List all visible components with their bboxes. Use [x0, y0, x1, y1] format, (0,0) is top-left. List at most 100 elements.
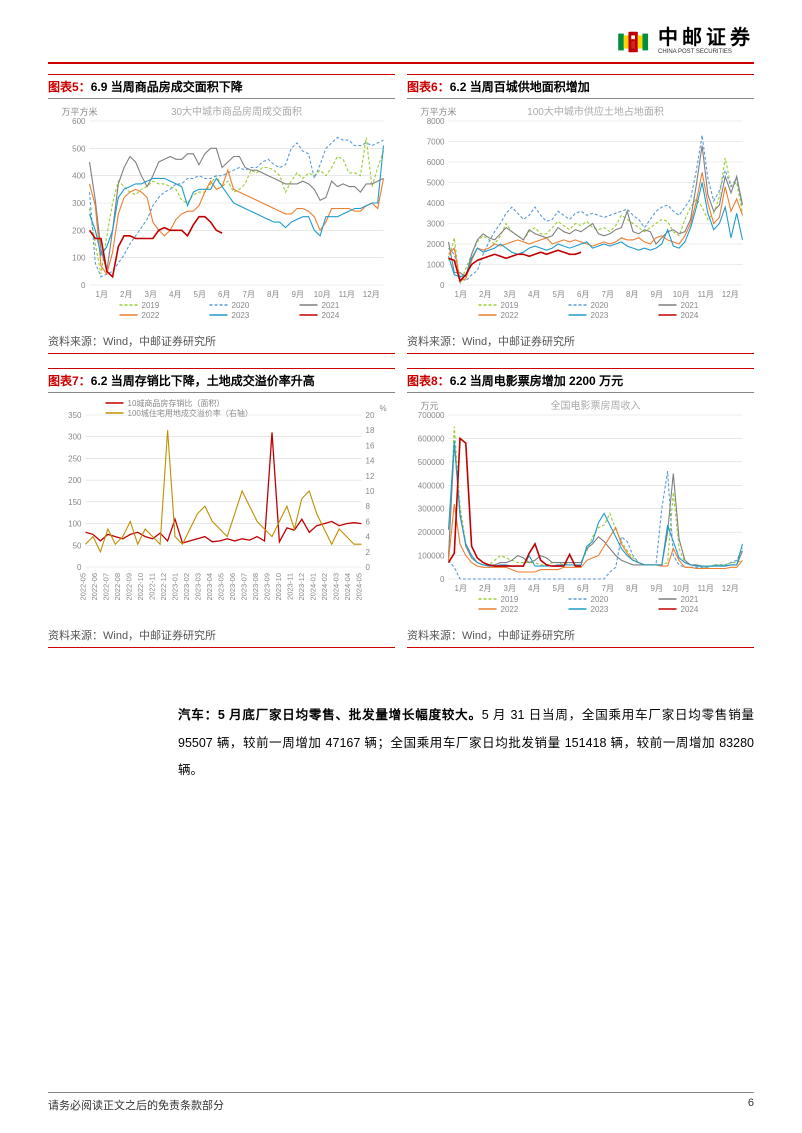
svg-text:2019: 2019 — [142, 301, 160, 310]
svg-text:150: 150 — [68, 498, 82, 507]
svg-text:250: 250 — [68, 454, 82, 463]
svg-text:0: 0 — [366, 563, 371, 572]
svg-text:1月: 1月 — [455, 584, 467, 593]
fig7-source: 资料来源：Wind，中邮证券研究所 — [48, 623, 395, 648]
figure-row-2: 图表7：6.2 当周存销比下降，土地成交溢价率升高 10城商品房存销比（面积）1… — [48, 368, 754, 648]
svg-text:2022-10: 2022-10 — [136, 573, 145, 601]
svg-text:5月: 5月 — [553, 584, 565, 593]
svg-text:3月: 3月 — [145, 290, 157, 299]
svg-text:300: 300 — [68, 433, 82, 442]
svg-text:3月: 3月 — [504, 584, 516, 593]
svg-text:8月: 8月 — [267, 290, 279, 299]
fig5-caption: 6.9 当周商品房成交面积下降 — [91, 80, 243, 94]
svg-text:万元: 万元 — [421, 401, 439, 411]
svg-text:0: 0 — [440, 575, 445, 584]
body-bold: 汽车：5 月底厂家日均零售、批发量增长幅度较大。 — [178, 708, 482, 722]
svg-text:30大中城市商品房周成交面积: 30大中城市商品房周成交面积 — [171, 105, 302, 118]
svg-text:6月: 6月 — [218, 290, 230, 299]
svg-text:300000: 300000 — [418, 505, 445, 514]
fig8-chart: 万元全国电影票房周收入01000002000003000004000005000… — [407, 393, 754, 623]
svg-text:2月: 2月 — [479, 290, 491, 299]
svg-text:2月: 2月 — [120, 290, 132, 299]
svg-text:100: 100 — [72, 254, 86, 263]
fig5-chart: 万平方米30大中城市商品房周成交面积01002003004005006001月2… — [48, 99, 395, 329]
svg-text:1月: 1月 — [96, 290, 108, 299]
svg-text:6: 6 — [366, 517, 371, 526]
header: 中邮证券 CHINA POST SECURITIES — [48, 28, 754, 56]
svg-text:18: 18 — [366, 426, 375, 435]
svg-text:8000: 8000 — [427, 117, 445, 126]
svg-text:350: 350 — [68, 411, 82, 420]
svg-text:3000: 3000 — [427, 220, 445, 229]
fig8-num: 图表8： — [407, 374, 450, 388]
svg-text:2024: 2024 — [322, 311, 340, 320]
svg-text:500000: 500000 — [418, 458, 445, 467]
svg-text:2022-11: 2022-11 — [148, 573, 157, 600]
svg-text:2023: 2023 — [591, 605, 609, 614]
svg-text:0: 0 — [440, 281, 445, 290]
svg-text:4月: 4月 — [169, 290, 181, 299]
svg-text:2022: 2022 — [501, 311, 519, 320]
svg-text:12月: 12月 — [363, 290, 380, 299]
svg-text:2024-04: 2024-04 — [343, 573, 352, 601]
svg-text:2023-03: 2023-03 — [194, 573, 203, 601]
svg-text:1月: 1月 — [455, 290, 467, 299]
svg-text:700000: 700000 — [418, 411, 445, 420]
svg-text:400000: 400000 — [418, 481, 445, 490]
figure-row-1: 图表5：6.9 当周商品房成交面积下降 万平方米30大中城市商品房周成交面积01… — [48, 74, 754, 354]
page-number: 6 — [748, 1097, 754, 1113]
svg-text:0: 0 — [81, 281, 86, 290]
fig8-caption: 6.2 当周电影票房增加 2200 万元 — [450, 374, 623, 388]
svg-text:10城商品房存销比（面积）: 10城商品房存销比（面积） — [128, 398, 225, 408]
svg-text:10月: 10月 — [673, 290, 690, 299]
svg-text:2019: 2019 — [501, 301, 519, 310]
svg-text:100城住宅用地成交溢价率（右轴）: 100城住宅用地成交溢价率（右轴） — [128, 408, 253, 418]
svg-text:1000: 1000 — [427, 261, 445, 270]
figure-8: 图表8：6.2 当周电影票房增加 2200 万元 万元全国电影票房周收入0100… — [407, 368, 754, 648]
figure-5: 图表5：6.9 当周商品房成交面积下降 万平方米30大中城市商品房周成交面积01… — [48, 74, 395, 354]
brand-name-en: CHINA POST SECURITIES — [658, 49, 754, 55]
svg-text:11月: 11月 — [339, 290, 355, 299]
svg-text:2021: 2021 — [322, 301, 340, 310]
fig8-source: 资料来源：Wind，中邮证券研究所 — [407, 623, 754, 648]
svg-text:2024-01: 2024-01 — [309, 573, 318, 601]
svg-text:2023-09: 2023-09 — [263, 573, 272, 601]
fig6-num: 图表6： — [407, 80, 450, 94]
fig6-source: 资料来源：Wind，中邮证券研究所 — [407, 329, 754, 354]
header-rule — [48, 62, 754, 64]
body-paragraph: 汽车：5 月底厂家日均零售、批发量增长幅度较大。5 月 31 日当周，全国乘用车… — [178, 702, 754, 785]
svg-text:4: 4 — [366, 533, 371, 542]
svg-text:100大中城市供应土地占地面积: 100大中城市供应土地占地面积 — [527, 105, 664, 118]
svg-text:8: 8 — [366, 502, 371, 511]
svg-text:5000: 5000 — [427, 179, 445, 188]
svg-text:2024-02: 2024-02 — [320, 573, 329, 601]
svg-text:2022: 2022 — [142, 311, 160, 320]
fig5-source: 资料来源：Wind，中邮证券研究所 — [48, 329, 395, 354]
svg-text:2020: 2020 — [232, 301, 250, 310]
figure-7: 图表7：6.2 当周存销比下降，土地成交溢价率升高 10城商品房存销比（面积）1… — [48, 368, 395, 648]
svg-text:3月: 3月 — [504, 290, 516, 299]
svg-text:2023-12: 2023-12 — [297, 573, 306, 601]
svg-text:200000: 200000 — [418, 528, 445, 537]
svg-text:11月: 11月 — [698, 584, 714, 593]
svg-text:2月: 2月 — [479, 584, 491, 593]
fig6-chart: 万平方米100大中城市供应土地占地面积010002000300040005000… — [407, 99, 754, 329]
svg-text:2019: 2019 — [501, 595, 519, 604]
svg-text:2024-03: 2024-03 — [332, 573, 341, 601]
brand-name: 中邮证券 — [658, 28, 754, 49]
svg-text:600: 600 — [72, 117, 86, 126]
svg-text:6000: 6000 — [427, 158, 445, 167]
svg-text:2022: 2022 — [501, 605, 519, 614]
svg-text:2022-12: 2022-12 — [159, 573, 168, 601]
svg-text:10月: 10月 — [314, 290, 331, 299]
svg-text:9月: 9月 — [651, 584, 663, 593]
page-footer: 请务必阅读正文之后的免责条款部分 6 — [48, 1092, 754, 1113]
svg-text:7000: 7000 — [427, 138, 445, 147]
svg-text:2023-04: 2023-04 — [205, 573, 214, 601]
brand-logo-mark — [618, 28, 652, 56]
svg-text:2023-10: 2023-10 — [274, 573, 283, 601]
svg-text:2022-05: 2022-05 — [79, 573, 88, 601]
svg-text:100: 100 — [68, 520, 82, 529]
svg-text:2023-06: 2023-06 — [228, 573, 237, 601]
svg-text:2023-05: 2023-05 — [217, 573, 226, 601]
